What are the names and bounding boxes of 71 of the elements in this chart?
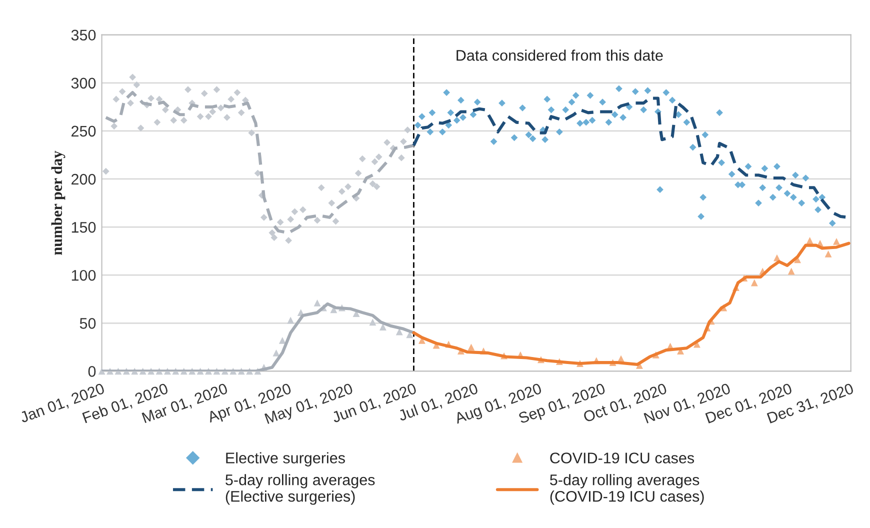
point <box>344 183 352 190</box>
point <box>338 188 346 195</box>
point <box>384 139 390 146</box>
y-tick-label: 100 <box>72 270 96 281</box>
point <box>110 122 118 130</box>
point <box>170 116 178 124</box>
point <box>328 200 336 206</box>
point <box>213 86 220 94</box>
point <box>278 336 286 344</box>
point <box>184 86 192 94</box>
point <box>127 100 134 107</box>
point <box>268 229 276 236</box>
point <box>217 104 224 112</box>
y-tick-label: 50 <box>80 318 96 329</box>
point <box>287 316 294 324</box>
point <box>180 116 188 124</box>
point <box>287 216 294 223</box>
legend-label: COVID-19 ICU cases <box>550 452 694 464</box>
line-series <box>104 90 416 234</box>
point <box>750 279 758 286</box>
y-tick-label: 200 <box>72 174 96 185</box>
y-tick-label: 300 <box>71 78 96 89</box>
point <box>137 124 144 132</box>
point <box>318 184 325 192</box>
point <box>358 155 366 162</box>
point <box>468 344 475 351</box>
point <box>228 96 235 103</box>
point <box>133 81 140 88</box>
point <box>148 94 154 102</box>
point <box>299 206 306 214</box>
point <box>404 126 412 134</box>
point <box>276 218 284 226</box>
point <box>154 118 161 126</box>
y-tick-label: 350 <box>71 30 96 41</box>
point <box>162 106 169 114</box>
point <box>806 237 814 244</box>
point <box>833 238 840 245</box>
y-tick-label: 150 <box>72 222 96 233</box>
legend-label: 5-day rolling averages (COVID-19 ICU cases) <box>550 474 704 505</box>
point <box>248 129 256 136</box>
point <box>260 214 268 221</box>
point <box>314 216 321 224</box>
y-tick-label: 250 <box>72 126 96 137</box>
point <box>118 88 126 95</box>
point <box>238 109 245 116</box>
point <box>234 89 241 96</box>
point <box>314 299 321 306</box>
point <box>375 153 382 160</box>
point <box>371 158 378 166</box>
point <box>369 318 376 326</box>
point <box>369 180 376 188</box>
point <box>272 349 280 356</box>
point <box>112 96 120 103</box>
point <box>270 234 278 242</box>
point <box>398 154 405 162</box>
y-tick-label: 0 <box>88 366 96 377</box>
ref-line-label: Data considered from this date <box>456 50 663 61</box>
point <box>291 208 298 216</box>
point <box>373 183 380 190</box>
point <box>354 170 362 177</box>
y-axis-title: number per day <box>51 150 66 255</box>
legend-label: Elective surgeries <box>226 452 345 466</box>
point <box>129 74 136 81</box>
point <box>379 324 386 330</box>
point <box>788 268 795 275</box>
point <box>102 168 110 175</box>
legend-label: 5-day rolling averages (Elective surgeries) <box>226 474 375 505</box>
point <box>209 108 216 116</box>
point <box>824 250 832 258</box>
point <box>200 90 208 97</box>
point <box>196 113 204 120</box>
